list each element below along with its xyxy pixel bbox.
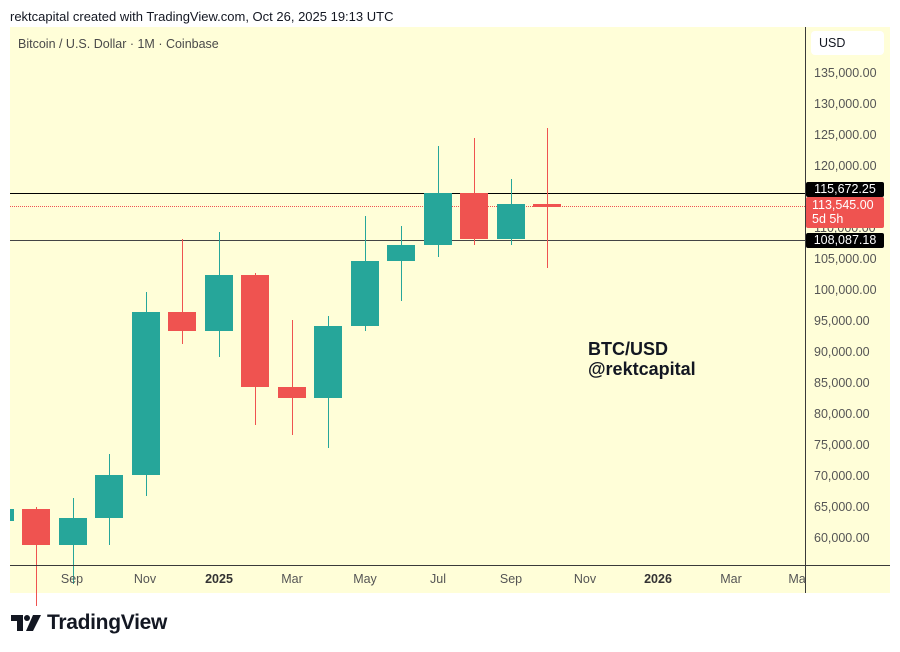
time-tick: 2025: [205, 572, 233, 586]
current-price-value: 113,545.00: [812, 198, 874, 212]
price-tick: 130,000.00: [814, 97, 877, 111]
currency-button[interactable]: USD: [811, 31, 884, 55]
bar-countdown: 5d 5h: [812, 212, 844, 226]
candle-body: [168, 312, 196, 331]
candle-wick: [401, 225, 402, 302]
price-tick: 100,000.00: [814, 283, 877, 297]
price-tick: 70,000.00: [814, 469, 870, 483]
candle-body: [204, 275, 233, 331]
price-tick: 90,000.00: [814, 345, 870, 359]
price-axis-border: [805, 27, 806, 593]
price-tick: 85,000.00: [814, 376, 870, 390]
time-tick: Jul: [430, 572, 446, 586]
candle-wick: [36, 507, 37, 607]
price-tick: 75,000.00: [814, 438, 870, 452]
candle-body: [22, 509, 50, 545]
candle-body: [10, 509, 14, 522]
support-line[interactable]: [10, 239, 805, 241]
candle-body: [423, 192, 452, 246]
last_price-line[interactable]: [10, 206, 805, 208]
candle-wick: [291, 320, 293, 436]
candle-body: [387, 245, 415, 262]
chart-annotation[interactable]: BTC/USD @rektcapital: [588, 339, 696, 379]
candle-body: [95, 474, 123, 518]
tradingview-logo-text: TradingView: [47, 611, 168, 634]
resistance-price-label: 115,672.25: [806, 182, 884, 197]
price-tick: 95,000.00: [814, 314, 870, 328]
current-price-label: 113,545.00 5d 5h: [806, 197, 884, 228]
time-tick: Nov: [133, 572, 157, 586]
candle-body: [241, 275, 269, 388]
candle-wick: [474, 138, 475, 245]
price-tick: 120,000.00: [814, 159, 877, 173]
time-tick: Sep: [499, 572, 523, 586]
chart-pane[interactable]: [10, 27, 890, 593]
time-tick: May: [353, 572, 377, 586]
tradingview-logo-icon: [11, 615, 41, 631]
candle-body: [533, 203, 561, 207]
tradingview-logo[interactable]: TradingView: [11, 611, 167, 635]
time-tick: 2026: [644, 572, 672, 586]
candle-body: [496, 203, 525, 239]
annotation-author: @rektcapital: [588, 359, 696, 379]
price-tick: 105,000.00: [814, 252, 877, 266]
support-price-label: 108,087.18: [806, 233, 884, 248]
price-tick: 60,000.00: [814, 531, 870, 545]
candle-body: [277, 387, 306, 399]
chart-credit: rektcapital created with TradingView.com…: [10, 9, 394, 24]
resistance-line[interactable]: [10, 192, 805, 194]
candle-body: [131, 312, 160, 475]
time-tick: Mar: [281, 572, 303, 586]
time-tick: Sep: [60, 572, 84, 586]
time-tick: Nov: [573, 572, 597, 586]
time-axis-border: [10, 565, 890, 566]
candle-body: [314, 325, 342, 399]
candle-body: [350, 261, 379, 326]
time-tick: Mar: [720, 572, 742, 586]
symbol-title[interactable]: Bitcoin / U.S. Dollar · 1M · Coinbase: [18, 37, 219, 51]
price-tick: 80,000.00: [814, 407, 870, 421]
candle-wick: [547, 127, 548, 269]
price-tick: 65,000.00: [814, 500, 870, 514]
price-tick: 135,000.00: [814, 66, 877, 80]
annotation-pair: BTC/USD: [588, 339, 668, 359]
price-tick: 125,000.00: [814, 128, 877, 142]
time-tick: Ma: [788, 572, 806, 586]
candle-wick: [182, 239, 183, 344]
candle-body: [58, 517, 87, 545]
candle-body: [460, 192, 488, 239]
